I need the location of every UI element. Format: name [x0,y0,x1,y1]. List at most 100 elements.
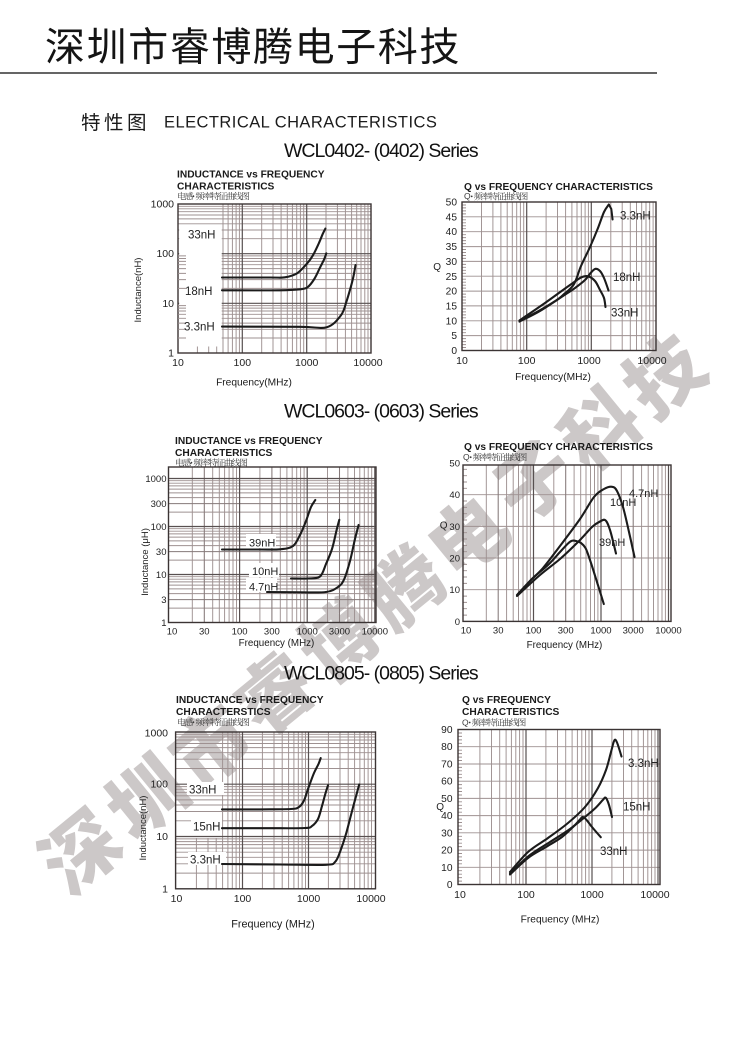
svg-text:10: 10 [167,627,178,638]
svg-text:40: 40 [449,490,460,501]
svg-text:30: 30 [446,257,458,268]
svg-text:10nH: 10nH [252,566,278,578]
svg-text:INDUCTANCE vs FREQUENCY: INDUCTANCE vs FREQUENCY [176,695,324,706]
svg-text:100: 100 [234,893,252,905]
svg-text:1: 1 [162,883,168,895]
svg-text:5: 5 [451,331,457,342]
svg-text:3.3nH: 3.3nH [628,758,659,770]
svg-text:50: 50 [441,794,453,805]
svg-text:Frequency(MHz): Frequency(MHz) [216,378,292,389]
svg-text:Q: Q [440,521,448,532]
svg-text:10000: 10000 [637,355,666,367]
svg-text:300: 300 [558,626,574,637]
svg-text:100: 100 [526,626,542,637]
svg-text:WCL0603- (0603) Series: WCL0603- (0603) Series [284,401,479,423]
svg-text:10: 10 [162,298,174,310]
svg-text:20: 20 [441,846,453,857]
svg-text:0: 0 [447,880,453,891]
svg-text:100: 100 [232,627,248,638]
svg-text:WCL0805- (0805) Series: WCL0805- (0805) Series [284,663,479,685]
svg-text:10nH: 10nH [610,497,636,509]
svg-text:15: 15 [446,301,458,312]
svg-text:Inductance(nH): Inductance(nH) [138,796,149,861]
svg-text:18nH: 18nH [185,286,213,298]
svg-text:35: 35 [446,242,458,253]
svg-text:Inductance(nH): Inductance(nH) [133,258,144,323]
svg-text:33nH: 33nH [600,846,628,858]
svg-text:30: 30 [156,547,167,558]
svg-text:10000: 10000 [353,357,382,369]
svg-text:33nH: 33nH [611,308,639,320]
svg-text:10: 10 [456,355,468,367]
svg-text:1: 1 [161,618,166,629]
svg-text:Q: Q [436,802,444,813]
svg-text:Q: Q [463,452,470,462]
svg-text:INDUCTANCE vs FREQUENCY: INDUCTANCE vs FREQUENCY [175,436,323,447]
svg-text:40: 40 [441,811,453,822]
svg-text:100: 100 [151,522,167,533]
svg-text:100: 100 [234,357,252,369]
svg-text:Frequency (MHz): Frequency (MHz) [239,638,315,649]
svg-text:3000: 3000 [623,626,644,637]
svg-text:33nH: 33nH [189,785,217,797]
svg-text:60: 60 [441,777,453,788]
svg-text:INDUCTANCE vs FREQUENCY: INDUCTANCE vs FREQUENCY [177,170,325,181]
svg-text:100: 100 [156,248,174,260]
svg-text:Q: Q [433,262,441,273]
svg-text:39nH: 39nH [599,537,625,549]
svg-text:50: 50 [446,198,458,209]
svg-text:20: 20 [446,287,458,298]
svg-text:10000: 10000 [362,627,388,638]
svg-text:90: 90 [441,725,453,736]
svg-text:Q vs FREQUENCY CHARACTERISTICS: Q vs FREQUENCY CHARACTERISTICS [464,182,653,193]
svg-text:CHARACTERISTICS: CHARACTERISTICS [175,448,273,459]
svg-text:30: 30 [493,626,504,637]
svg-text:10000: 10000 [640,889,669,901]
svg-text:10: 10 [446,316,458,327]
svg-text:300: 300 [151,499,167,510]
svg-text:3.3nH: 3.3nH [620,211,651,223]
svg-text:10: 10 [461,626,472,637]
svg-text:1000: 1000 [297,893,321,905]
svg-text:30: 30 [449,522,460,533]
svg-text:33nH: 33nH [188,230,216,242]
svg-text:25: 25 [446,272,458,283]
svg-text:1000: 1000 [145,474,166,485]
svg-text:3.3nH: 3.3nH [190,855,221,867]
svg-text:0: 0 [455,617,460,628]
svg-text:1000: 1000 [151,199,175,211]
svg-text:1000: 1000 [295,357,319,369]
svg-text:3.3nH: 3.3nH [184,322,215,334]
svg-text:10000: 10000 [356,893,385,905]
svg-text:100: 100 [150,779,168,791]
svg-text:39nH: 39nH [249,538,275,550]
svg-text:50: 50 [449,459,460,470]
svg-text:Q vs FREQUENCY: Q vs FREQUENCY [462,695,551,706]
svg-text:4.7nH: 4.7nH [629,488,658,500]
svg-text:Q vs FREQUENCY CHARACTERISTICS: Q vs FREQUENCY CHARACTERISTICS [464,442,653,453]
svg-text:Frequency (MHz): Frequency (MHz) [231,919,314,931]
svg-text:3: 3 [161,595,166,606]
svg-text:1000: 1000 [145,728,169,740]
svg-text:1000: 1000 [590,626,611,637]
svg-text:3000: 3000 [329,627,350,638]
svg-text:30: 30 [441,828,453,839]
svg-text:45: 45 [446,212,458,223]
svg-text:10000: 10000 [655,626,681,637]
svg-text:Q: Q [462,717,469,727]
svg-text:0: 0 [451,346,457,357]
svg-text:4.7nH: 4.7nH [249,582,278,594]
svg-text:Frequency(MHz): Frequency(MHz) [515,372,591,383]
svg-text:Inductance (μH): Inductance (μH) [140,528,151,596]
svg-text:10: 10 [171,893,183,905]
svg-text:1000: 1000 [297,627,318,638]
svg-text:15nH: 15nH [193,822,221,834]
svg-text:Frequency (MHz): Frequency (MHz) [527,640,603,651]
svg-text:15nH: 15nH [623,802,651,814]
svg-text:10: 10 [454,889,466,901]
svg-text:1000: 1000 [577,355,601,367]
svg-text:10: 10 [172,357,184,369]
svg-text:1000: 1000 [580,889,604,901]
svg-text:1: 1 [168,348,174,360]
svg-text:18nH: 18nH [613,272,641,284]
